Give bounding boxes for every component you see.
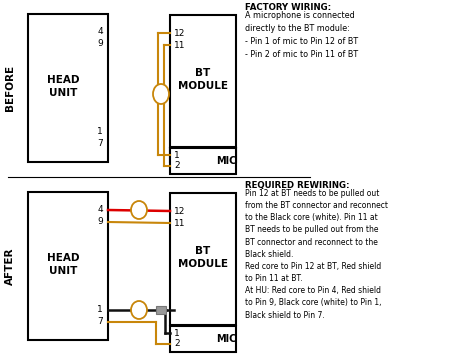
Text: MIC: MIC xyxy=(216,334,236,344)
Text: 11: 11 xyxy=(174,40,185,49)
Text: AFTER: AFTER xyxy=(5,247,15,285)
Text: FACTORY WIRING:: FACTORY WIRING: xyxy=(245,3,331,12)
Text: HEAD: HEAD xyxy=(47,253,79,263)
Text: HEAD: HEAD xyxy=(47,75,79,85)
Text: 7: 7 xyxy=(97,140,103,148)
Text: MODULE: MODULE xyxy=(178,259,228,269)
Text: 2: 2 xyxy=(174,162,180,170)
Ellipse shape xyxy=(131,301,147,319)
Bar xyxy=(156,306,166,314)
Text: 9: 9 xyxy=(97,39,103,49)
Bar xyxy=(28,192,108,340)
Text: 1: 1 xyxy=(97,306,103,315)
Text: 12: 12 xyxy=(174,28,185,38)
Text: 2: 2 xyxy=(174,339,180,349)
Text: 4: 4 xyxy=(97,206,103,214)
Text: UNIT: UNIT xyxy=(49,266,77,276)
Text: UNIT: UNIT xyxy=(49,88,77,98)
Ellipse shape xyxy=(131,201,147,219)
Text: 9: 9 xyxy=(97,218,103,226)
Text: 1: 1 xyxy=(174,151,180,159)
Text: MIC: MIC xyxy=(216,156,236,166)
Text: REQUIRED REWIRING:: REQUIRED REWIRING: xyxy=(245,181,349,190)
Text: A microphone is connected
directly to the BT module:
- Pin 1 of mic to Pin 12 of: A microphone is connected directly to th… xyxy=(245,11,358,59)
Text: BT: BT xyxy=(195,246,210,256)
Bar xyxy=(28,14,108,162)
Text: 4: 4 xyxy=(97,27,103,37)
Text: 1: 1 xyxy=(174,328,180,338)
Text: 7: 7 xyxy=(97,317,103,327)
Text: Pin 12 at BT needs to be pulled out
from the BT connector and reconnect
to the B: Pin 12 at BT needs to be pulled out from… xyxy=(245,189,388,320)
Text: BT: BT xyxy=(195,68,210,78)
Text: 11: 11 xyxy=(174,218,185,228)
Text: BEFORE: BEFORE xyxy=(5,65,15,111)
Bar xyxy=(170,148,236,174)
Bar xyxy=(170,148,236,162)
Text: 12: 12 xyxy=(174,207,185,215)
Bar xyxy=(170,193,236,325)
Text: MODULE: MODULE xyxy=(178,81,228,91)
Ellipse shape xyxy=(153,84,169,104)
Bar xyxy=(170,15,236,147)
Text: 1: 1 xyxy=(97,127,103,137)
Bar xyxy=(170,326,236,352)
